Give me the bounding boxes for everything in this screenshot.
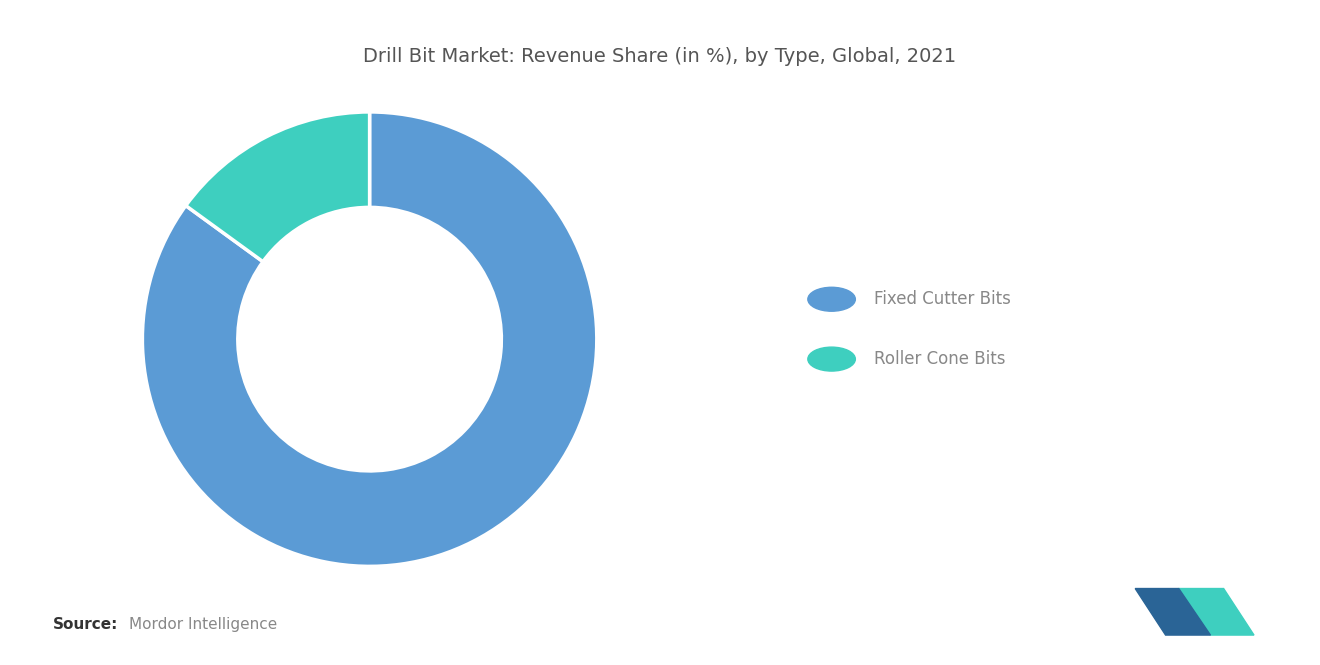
Wedge shape [143,112,597,567]
Text: Roller Cone Bits: Roller Cone Bits [874,350,1006,368]
Polygon shape [1135,589,1210,635]
Text: Source:: Source: [53,616,119,632]
Wedge shape [186,112,370,262]
Text: Drill Bit Market: Revenue Share (in %), by Type, Global, 2021: Drill Bit Market: Revenue Share (in %), … [363,47,957,66]
Polygon shape [1179,589,1254,635]
Text: Mordor Intelligence: Mordor Intelligence [129,616,277,632]
Text: Fixed Cutter Bits: Fixed Cutter Bits [874,290,1011,309]
